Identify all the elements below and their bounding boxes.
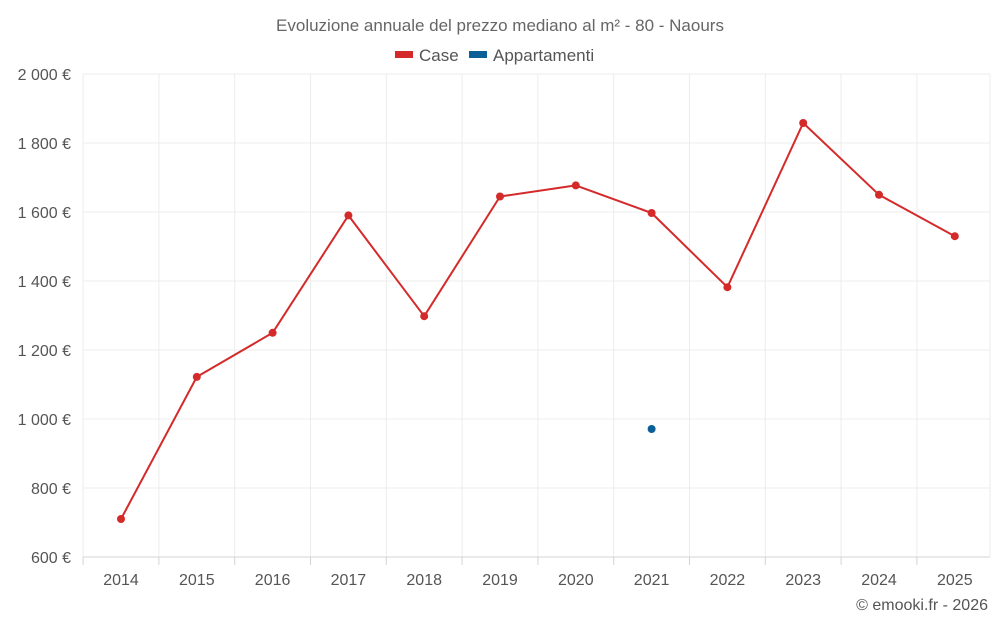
x-tick-label: 2023 bbox=[785, 572, 821, 589]
legend-item-appartamenti[interactable]: Appartamenti bbox=[469, 46, 594, 65]
x-tick-label: 2018 bbox=[406, 572, 442, 589]
data-point-case bbox=[496, 192, 504, 201]
series-appartamenti bbox=[647, 425, 656, 433]
x-tick-label: 2019 bbox=[482, 572, 518, 589]
legend-item-case[interactable]: Case bbox=[395, 46, 459, 65]
series bbox=[117, 119, 959, 523]
series-case bbox=[117, 119, 959, 523]
legend-swatch-appartamenti bbox=[469, 51, 487, 58]
x-tick-label: 2015 bbox=[179, 572, 215, 589]
grid bbox=[82, 73, 991, 565]
chart-credit: © emooki.fr - 2026 bbox=[856, 597, 988, 614]
data-point-case bbox=[950, 232, 959, 241]
x-tick-label: 2025 bbox=[937, 572, 973, 589]
x-tick-label: 2022 bbox=[710, 572, 746, 589]
x-tick-label: 2016 bbox=[255, 572, 291, 589]
legend-swatch-case bbox=[395, 51, 413, 58]
y-tick-label: 1 200 € bbox=[18, 343, 71, 360]
legend: Case Appartamenti bbox=[395, 46, 594, 65]
data-point-case bbox=[571, 181, 580, 190]
legend-label-appartamenti: Appartamenti bbox=[493, 46, 594, 65]
data-point-case bbox=[647, 209, 656, 217]
y-tick-label: 1 400 € bbox=[18, 274, 71, 291]
data-point-case bbox=[344, 211, 353, 220]
data-point-appartamenti bbox=[647, 425, 656, 433]
legend-label-case: Case bbox=[419, 46, 459, 65]
y-tick-label: 1 000 € bbox=[18, 412, 71, 429]
y-tick-label: 800 € bbox=[31, 481, 71, 498]
data-point-case bbox=[875, 190, 883, 199]
y-tick-label: 2 000 € bbox=[18, 67, 71, 84]
x-tick-label: 2017 bbox=[331, 572, 367, 589]
data-point-case bbox=[723, 283, 732, 292]
data-point-case bbox=[420, 312, 429, 321]
chart-title: Evoluzione annuale del prezzo mediano al… bbox=[276, 16, 724, 35]
data-point-case bbox=[268, 328, 277, 337]
y-tick-label: 600 € bbox=[31, 550, 71, 567]
x-tick-label: 2024 bbox=[861, 572, 897, 589]
x-axis-labels: 2014 2015 2016 2017 2018 2019 2020 2021 2022 2023… bbox=[103, 572, 972, 589]
x-tick-label: 2014 bbox=[103, 572, 139, 589]
series-line-case bbox=[120, 122, 956, 520]
data-point-case bbox=[117, 515, 125, 523]
x-tick-label: 2020 bbox=[558, 572, 594, 589]
y-tick-label: 1 600 € bbox=[18, 205, 71, 222]
y-tick-label: 1 800 € bbox=[18, 136, 71, 153]
x-tick-label: 2021 bbox=[634, 572, 670, 589]
y-axis-labels: 600 € 800 € 1 000 € 1 200 € 1 400 € 1 600 € 1 … bbox=[18, 67, 71, 567]
data-point-case bbox=[192, 372, 201, 381]
data-point-case bbox=[799, 119, 808, 127]
